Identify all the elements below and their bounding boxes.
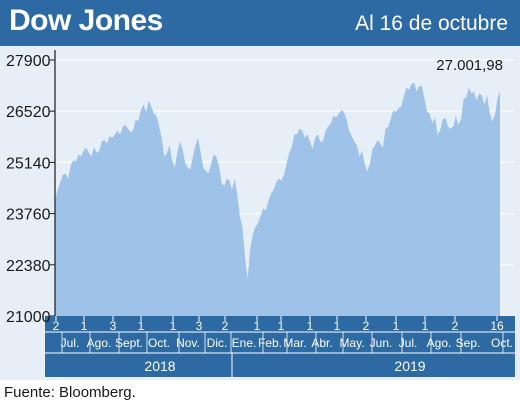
x-month-label: Abr. [311,336,332,350]
chart-title: Dow Jones [9,4,163,37]
x-month-label: Dic. [207,336,228,350]
x-year-label: 2019 [394,358,425,374]
x-month-label: Oct. [491,336,513,350]
y-tick-label: 22380 [6,258,51,275]
axes [45,50,515,377]
x-axis-month-band [45,332,515,353]
axis-labels: 21000 22380 23760 25140 26520 27900 27.001,98 2… [6,53,513,374]
x-day-label: 1 [81,319,88,333]
x-month-label: Jul. [399,336,418,350]
x-day-label: 16 [490,319,504,333]
x-month-label: Mar. [283,336,306,350]
y-tick-label: 26520 [6,104,51,121]
chart-subtitle: Al 16 de octubre [355,12,508,35]
x-day-label: 2 [222,319,229,333]
x-month-label: Feb. [258,336,282,350]
x-month-label: Sept. [115,336,143,350]
x-day-label: 1 [170,319,177,333]
x-day-label: 1 [422,319,429,333]
chart-header: Dow Jones Al 16 de octubre [0,0,520,46]
x-month-label: Ago. [427,336,452,350]
x-axis-day-band [45,316,515,332]
x-day-label: 2 [363,319,370,333]
x-month-label: Ago. [87,336,112,350]
series-area [55,82,500,316]
x-month-label: Nov. [176,336,200,350]
x-day-label: 1 [393,319,400,333]
x-day-label: 1 [278,319,285,333]
y-tick-label: 25140 [6,155,51,172]
x-month-label: May. [339,336,364,350]
x-day-label: 1 [307,319,314,333]
source-note: Fuente: Bloomberg. [4,384,136,401]
x-day-label: 3 [196,319,203,333]
x-month-label: Ene. [232,336,257,350]
x-day-label: 2 [452,319,459,333]
x-day-label: 1 [254,319,261,333]
dow-jones-chart: 21000 22380 23760 25140 26520 27900 27.001,98 2… [0,46,520,380]
x-month-label: Oct. [148,336,170,350]
x-day-label: 2 [53,319,60,333]
x-day-label: 3 [110,319,117,333]
x-month-label: Sep. [456,336,481,350]
y-tick-label: 21000 [6,309,51,326]
last-value-label: 27.001,98 [436,57,503,74]
x-day-label: 1 [138,319,145,333]
x-month-label: Jun. [370,336,393,350]
x-year-label: 2018 [144,358,175,374]
y-tick-label: 27900 [6,53,51,70]
x-axis-year-band [45,353,515,377]
x-month-label: Jul. [61,336,80,350]
area-series [55,82,500,316]
x-day-label: 1 [334,319,341,333]
y-tick-label: 23760 [6,207,51,224]
